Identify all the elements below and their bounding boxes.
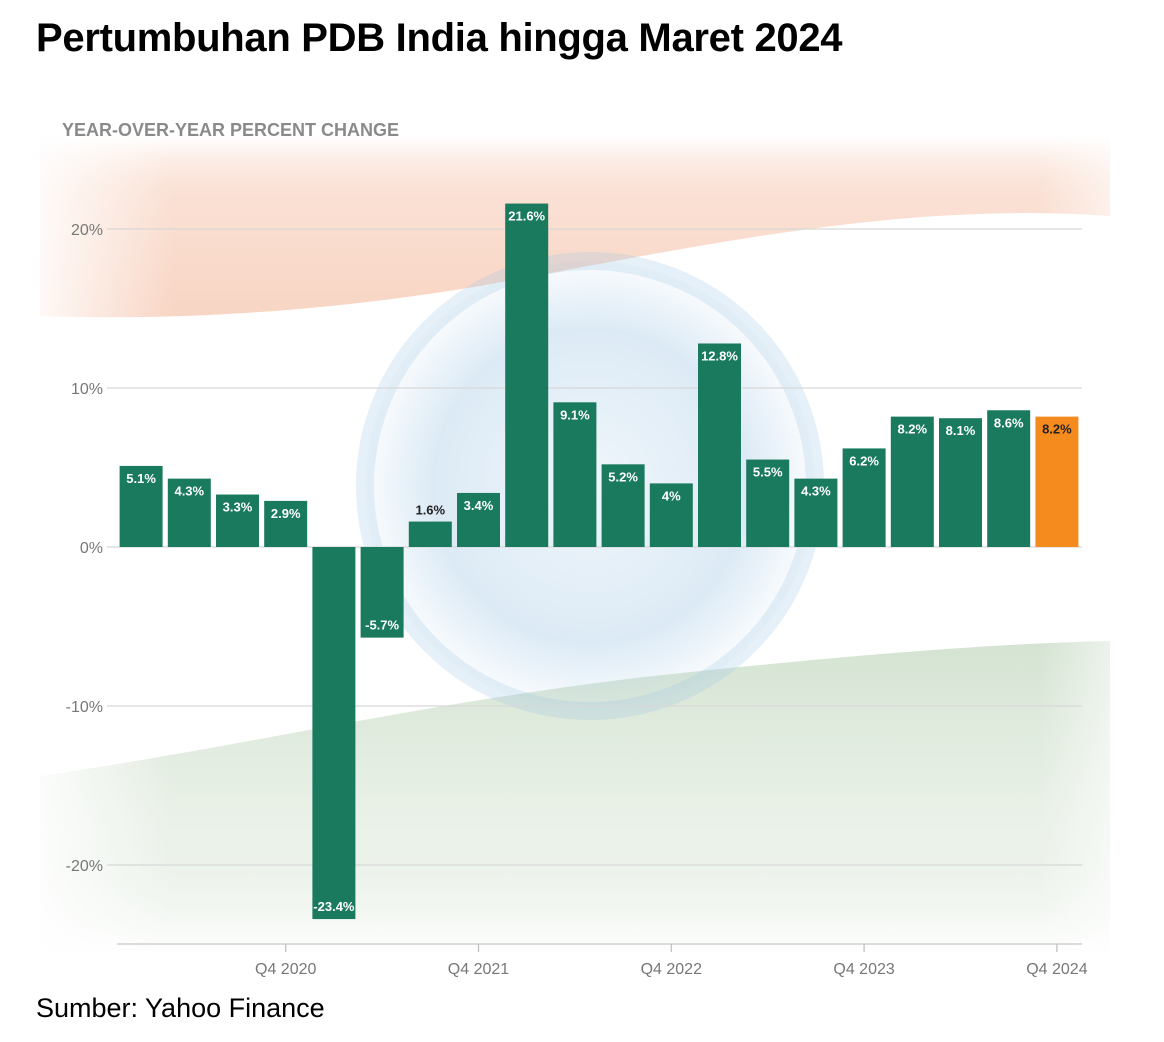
bar — [939, 418, 982, 547]
bar — [987, 410, 1031, 547]
bar — [842, 448, 886, 547]
x-tick-label: Q4 2023 — [833, 961, 894, 978]
y-tick-label: 10% — [71, 381, 103, 398]
y-tick-label: -20% — [66, 858, 103, 875]
bar — [649, 483, 693, 547]
bar — [1035, 416, 1079, 547]
bar-value-label: -5.7% — [365, 618, 399, 633]
bar-value-label: 6.2% — [849, 453, 879, 468]
chart-subtitle: YEAR-OVER-YEAR PERCENT CHANGE — [62, 120, 399, 140]
bar — [746, 459, 790, 547]
bar — [360, 547, 404, 638]
x-axis: Q4 2020 Q4 2021 Q4 2022 Q4 2023 Q4 2024 — [117, 943, 1088, 978]
bar — [505, 203, 549, 547]
y-tick-label: 20% — [71, 222, 103, 239]
bar-value-label: 9.1% — [560, 407, 590, 422]
bar-value-label: 21.6% — [508, 209, 545, 224]
bar — [553, 402, 597, 547]
bar — [698, 343, 741, 547]
source-note: Sumber: Yahoo Finance — [36, 993, 325, 1023]
bar — [601, 464, 645, 547]
bar-value-label: 5.5% — [753, 465, 783, 480]
page-title: Pertumbuhan PDB India hingga Maret 2024 — [36, 16, 843, 60]
gdp-bar-chart: YEAR-OVER-YEAR PERCENT CHANGE 20% 10% 0% -1… — [40, 120, 1150, 978]
bar — [408, 521, 452, 547]
bar-value-label: 8.2% — [1042, 422, 1072, 437]
bar-value-label: 8.1% — [946, 423, 976, 438]
y-tick-label: -10% — [66, 699, 103, 716]
bar-value-label: 12.8% — [701, 348, 738, 363]
bar-value-label: 3.3% — [223, 500, 253, 515]
x-tick-label: Q4 2020 — [255, 961, 316, 978]
bar-value-label: 2.9% — [271, 506, 301, 521]
x-tick-label: Q4 2024 — [1026, 961, 1087, 978]
x-tick-label: Q4 2021 — [448, 961, 509, 978]
bar-value-label: 8.6% — [994, 415, 1024, 430]
bar — [457, 492, 500, 547]
bar-value-label: 5.1% — [126, 471, 156, 486]
bar — [167, 478, 211, 547]
bar — [119, 465, 163, 547]
bar-value-label: 5.2% — [608, 469, 638, 484]
bar — [890, 416, 934, 547]
bar — [216, 494, 259, 547]
bar-value-labels: 5.1% 4.3% 3.3% 2.9% -23.4% -5.7% 1.6% 3.4% 21.6%… — [126, 209, 1072, 915]
y-tick-label: 0% — [80, 540, 103, 557]
bar-value-label: 4.3% — [174, 484, 204, 499]
bar-value-label: 4% — [662, 488, 681, 503]
bar-value-label: 1.6% — [415, 503, 445, 518]
bar — [264, 500, 308, 547]
bar-value-label: 4.3% — [801, 484, 831, 499]
bar-value-label: 8.2% — [897, 422, 927, 437]
bar — [312, 547, 356, 920]
x-tick-label: Q4 2022 — [641, 961, 702, 978]
bar-value-label: -23.4% — [313, 899, 355, 914]
y-axis-ticks: 20% 10% 0% -10% -20% — [66, 222, 103, 875]
bar — [794, 478, 838, 547]
bar-value-label: 3.4% — [464, 498, 494, 513]
bars — [119, 203, 1079, 920]
